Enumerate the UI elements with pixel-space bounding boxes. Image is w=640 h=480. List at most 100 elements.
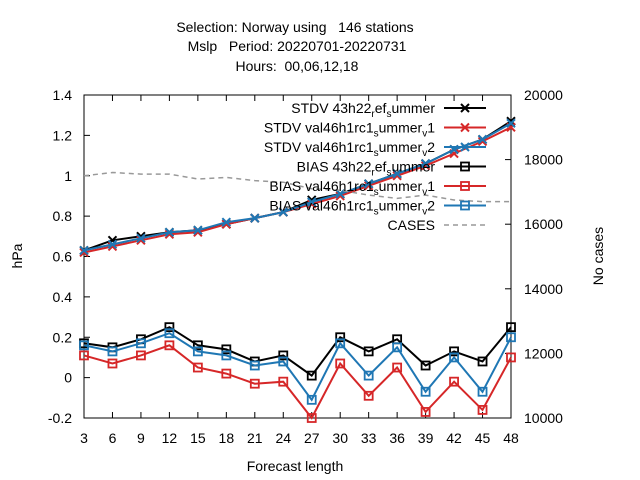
data-point xyxy=(335,189,345,199)
data-point xyxy=(136,338,146,349)
x-tick-label: 39 xyxy=(418,430,434,446)
data-point xyxy=(164,328,175,339)
data-point xyxy=(420,407,431,417)
y-tick-label: -0.2 xyxy=(48,410,72,426)
x-tick-label: 48 xyxy=(503,430,519,446)
x-tick-label: 36 xyxy=(389,430,405,446)
data-point xyxy=(420,360,431,371)
series-line xyxy=(83,332,512,402)
data-point xyxy=(221,217,232,227)
data-point xyxy=(363,346,374,357)
x-tick-label: 12 xyxy=(162,430,178,446)
y-tick-label: 1 xyxy=(64,168,72,184)
x-tick-label: 21 xyxy=(247,430,263,446)
data-point xyxy=(278,376,289,387)
data-point xyxy=(449,346,459,357)
data-point xyxy=(506,118,516,128)
data-point xyxy=(449,376,459,387)
y-tick-label: 0.6 xyxy=(53,249,73,265)
data-point xyxy=(506,322,516,333)
x-tick-label: 9 xyxy=(137,430,145,446)
series-line xyxy=(83,326,512,377)
series-line xyxy=(83,344,512,420)
data-point xyxy=(278,356,289,367)
y-tick-label: 0 xyxy=(64,370,72,386)
y-tick-label: 1.2 xyxy=(53,127,73,143)
data-point xyxy=(363,370,374,381)
data-point xyxy=(477,134,488,145)
y2-axis-label: No cases xyxy=(590,227,606,285)
data-point xyxy=(79,340,89,351)
data-point xyxy=(477,386,488,397)
data-point xyxy=(506,352,516,363)
data-point xyxy=(306,413,317,423)
data-point xyxy=(221,368,232,379)
data-point xyxy=(363,390,374,401)
data-point xyxy=(506,332,516,343)
y-tick-label: 1.4 xyxy=(53,87,73,103)
x-tick-label: 45 xyxy=(475,430,491,446)
legend-marker xyxy=(460,103,470,113)
x-tick-label: 30 xyxy=(332,430,348,446)
data-point xyxy=(79,245,89,256)
legend-label: STDV val46h1rc1summerv2 xyxy=(264,139,435,159)
data-point xyxy=(335,332,346,343)
data-point xyxy=(192,340,203,351)
data-point xyxy=(392,169,402,179)
data-point xyxy=(363,179,374,189)
legend-label: STDV 43h22refsummer xyxy=(291,100,435,120)
data-point xyxy=(306,394,317,405)
data-point xyxy=(79,350,89,361)
x-tick-label: 27 xyxy=(304,430,320,446)
data-point xyxy=(136,350,146,361)
y2-tick-label: 18000 xyxy=(524,152,563,168)
data-point xyxy=(306,370,317,381)
y2-tick-label: 20000 xyxy=(524,87,563,103)
y2-tick-label: 14000 xyxy=(524,281,563,297)
data-point xyxy=(335,338,346,349)
y-tick-label: 0.8 xyxy=(53,208,73,224)
data-point xyxy=(278,350,289,361)
legend-label: BIAS val46h1rc1summerv2 xyxy=(269,198,435,218)
data-point xyxy=(477,356,488,367)
data-point xyxy=(477,405,488,415)
data-point xyxy=(420,158,431,169)
legend-marker xyxy=(460,122,470,133)
data-point xyxy=(107,239,118,250)
data-point xyxy=(249,360,260,371)
y-tick-label: 0.2 xyxy=(53,329,73,345)
data-point xyxy=(164,340,175,351)
chart-title-line-2: Mslp Period: 20220701-20220731 xyxy=(188,38,407,54)
data-point xyxy=(250,213,260,223)
plot-area: -0.2 0 0.2 0.4 0.6 0.8 1 1.2 1.4 10000 12000 14000 1… xyxy=(48,87,563,446)
legend-label: STDV val46h1rc1summerv1 xyxy=(264,120,435,140)
chart-title-line-3: Hours: 00,06,12,18 xyxy=(236,58,359,74)
legend-marker xyxy=(460,142,470,152)
data-point xyxy=(307,197,317,207)
data-point xyxy=(192,346,203,357)
data-point xyxy=(164,322,175,333)
y2-tick-label: 12000 xyxy=(524,345,563,361)
data-point xyxy=(221,344,232,355)
data-point xyxy=(420,386,431,397)
x-tick-label: 18 xyxy=(219,430,235,446)
data-point xyxy=(136,233,146,244)
data-point xyxy=(164,227,175,237)
legend-marker xyxy=(460,161,470,172)
y-tick-label: 0.4 xyxy=(53,289,73,305)
series-line xyxy=(83,122,512,252)
data-point xyxy=(193,225,203,235)
data-point xyxy=(449,352,459,363)
data-point xyxy=(392,342,403,353)
data-point xyxy=(192,362,203,373)
x-axis-label: Forecast length xyxy=(247,458,344,474)
x-tick-label: 3 xyxy=(80,430,88,446)
y-axis-label: hPa xyxy=(9,243,25,268)
x-tick-label: 6 xyxy=(109,430,117,446)
x-tick-label: 15 xyxy=(190,430,206,446)
chart-title-line-1: Selection: Norway using 146 stations xyxy=(176,19,413,35)
data-point xyxy=(335,358,346,369)
data-point xyxy=(278,207,288,217)
x-tick-label: 33 xyxy=(361,430,377,446)
